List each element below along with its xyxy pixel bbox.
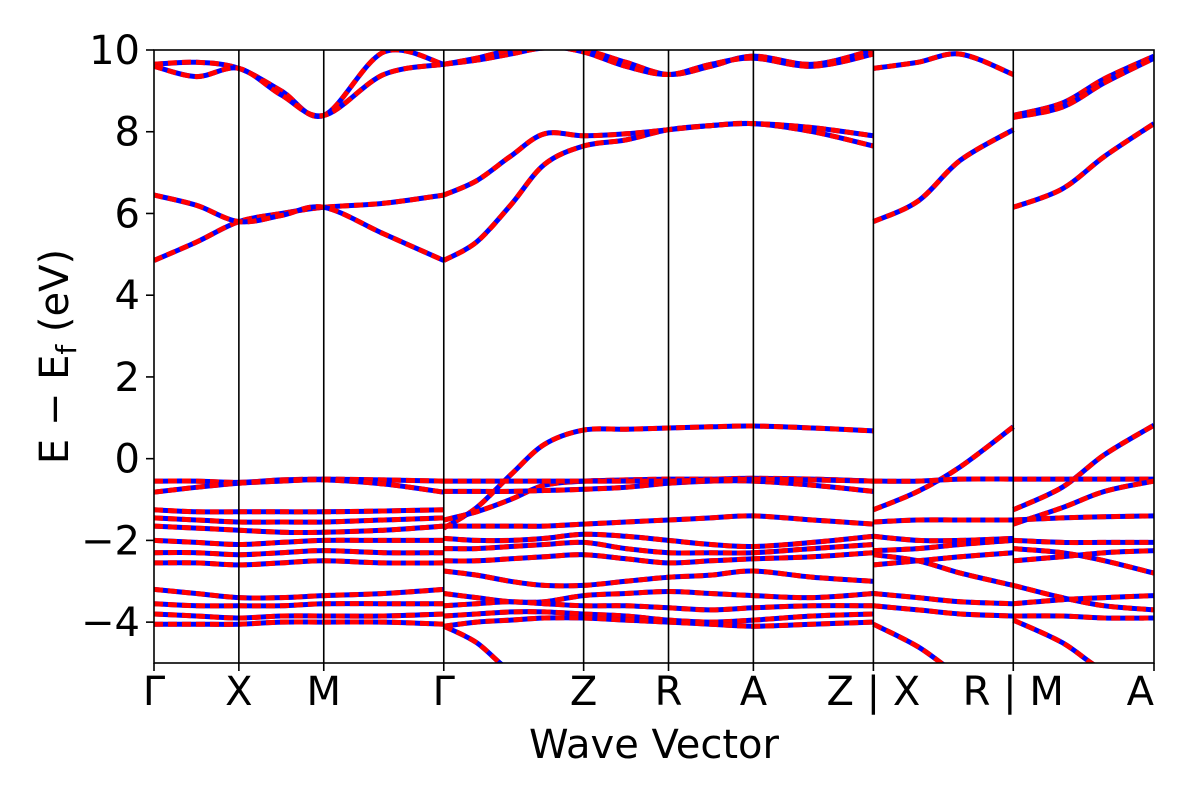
x-tick-label-0: Γ — [143, 669, 166, 715]
band-spin-down-2 — [154, 507, 444, 515]
band-spin-down-58 — [1013, 613, 1154, 621]
band-spin-down-46 — [1012, 121, 1154, 210]
y-tick-label-5: 6 — [115, 191, 140, 237]
y-axis-title-subscript: f — [50, 344, 83, 355]
band-spin-down-52 — [1013, 513, 1154, 523]
band-spin-down-37 — [873, 476, 1014, 484]
y-tick-label-7: 10 — [89, 28, 140, 74]
band-spin-down-38 — [873, 517, 1014, 525]
y-tick-label-1: −2 — [81, 518, 140, 564]
x-axis-title: Wave Vector — [529, 722, 780, 768]
plot-frame — [153, 49, 1155, 664]
x-tick-label-2: M — [306, 669, 341, 715]
band-spin-down-9 — [154, 601, 444, 609]
band-spin-up-49 — [1012, 423, 1154, 513]
band-spin-down-23 — [443, 539, 874, 556]
band-spin-down-27 — [443, 599, 874, 613]
band-spin-down-48 — [1012, 55, 1154, 120]
y-axis-title: E − Ef (eV) — [32, 249, 83, 464]
band-spin-down-55 — [1013, 548, 1154, 564]
band-spin-down-17 — [442, 423, 874, 531]
band-spin-down-30 — [442, 120, 874, 263]
x-tick-label-4: Z — [570, 669, 597, 715]
x-tick-label-9: A — [1127, 669, 1155, 715]
band-spin-down-6 — [154, 548, 444, 558]
bands-layer — [154, 50, 1154, 663]
y-tick-label-0: −4 — [81, 600, 140, 646]
y-tick-label-6: 8 — [115, 110, 140, 156]
band-spin-down-57 — [1013, 593, 1154, 607]
band-spin-down-45 — [872, 621, 946, 663]
band-spin-down-4 — [154, 523, 444, 535]
y-ticks: −4 −2 0 2 4 6 8 10 — [81, 28, 154, 646]
band-spin-down-42 — [873, 550, 1014, 568]
y-tick-label-4: 4 — [115, 273, 140, 319]
band-spin-down-41 — [873, 552, 1014, 588]
x-tick-label-7: Z | X — [827, 669, 921, 715]
x-tick-label-1: X — [225, 669, 252, 715]
band-spin-down-20 — [443, 476, 874, 484]
y-axis-title-unit: (eV) — [32, 249, 78, 345]
band-spin-down-13 — [154, 192, 445, 263]
band-spin-up-59 — [1012, 617, 1096, 663]
band-spin-down-22 — [443, 531, 874, 550]
band-spin-down-24 — [443, 550, 874, 566]
x-ticks: Γ X M Γ Z R A Z | X R | M A — [143, 663, 1155, 715]
band-spin-down-11 — [154, 619, 444, 627]
band-spin-down-36 — [872, 424, 1015, 513]
band-spin-down-21 — [443, 513, 874, 529]
x-tick-label-8: R | M — [963, 669, 1064, 715]
band-spin-down-47 — [1012, 53, 1154, 118]
band-spin-down-7 — [154, 558, 444, 568]
band-spin-down-25 — [443, 568, 874, 589]
band-spin-down-19 — [443, 478, 874, 494]
band-spin-down-56 — [1012, 582, 1154, 613]
band-spin-down-15 — [154, 61, 445, 119]
band-spin-down-53 — [1013, 537, 1154, 546]
band-spin-down-8 — [154, 586, 444, 601]
band-spin-down-31 — [442, 121, 874, 198]
band-spin-down-1 — [154, 477, 445, 495]
band-spin-down-28 — [443, 609, 874, 625]
y-tick-label-3: 2 — [115, 355, 140, 401]
band-spin-down-14 — [154, 50, 445, 119]
band-spin-down-10 — [154, 611, 444, 621]
band-spin-down-40 — [873, 537, 1014, 554]
x-tick-label-3: Γ — [433, 669, 456, 715]
band-spin-up-30 — [442, 120, 874, 263]
band-spin-down-39 — [873, 533, 1014, 544]
band-spin-up-36 — [872, 424, 1015, 513]
band-spin-down-3 — [154, 515, 444, 525]
band-spin-down-12 — [154, 192, 445, 263]
kpath-lines — [238, 50, 1015, 663]
band-spin-down-35 — [873, 51, 1015, 77]
band-spin-down-44 — [873, 603, 1014, 619]
y-tick-label-2: 0 — [115, 437, 140, 483]
band-spin-down-32 — [443, 50, 875, 78]
band-spin-down-43 — [873, 591, 1014, 607]
band-spin-down-33 — [443, 50, 874, 78]
band-spin-down-29 — [443, 615, 874, 629]
x-tick-label-6: A — [740, 669, 768, 715]
band-spin-down-5 — [154, 537, 444, 548]
y-axis-title-main: E − E — [32, 355, 78, 465]
band-spin-down-34 — [872, 127, 1015, 224]
x-tick-label-5: R — [655, 669, 683, 715]
